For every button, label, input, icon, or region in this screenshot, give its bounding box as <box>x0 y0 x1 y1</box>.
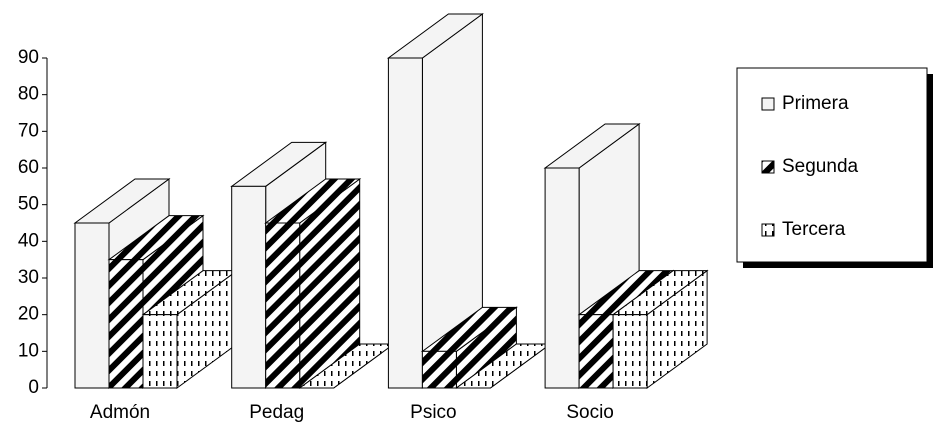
bar <box>386 13 484 389</box>
bar-front <box>142 314 178 389</box>
bar-front <box>108 259 144 389</box>
y-tick-label: 90 <box>18 47 39 68</box>
x-tick-label: Pedag <box>249 402 304 423</box>
y-tick-label: 30 <box>18 267 39 288</box>
x-tick-label: Psico <box>410 402 456 423</box>
y-tick-label: 40 <box>18 230 39 251</box>
legend: Primera Segunda Tercera <box>736 67 933 268</box>
bar-front <box>231 185 267 389</box>
y-tick-label: 70 <box>18 120 39 141</box>
bar-front <box>612 314 648 389</box>
legend-swatch <box>761 97 775 111</box>
x-tick-label: Admón <box>90 402 150 423</box>
bar-front <box>578 314 614 389</box>
legend-entry: Segunda <box>761 156 859 177</box>
y-tick-label: 0 <box>28 377 39 398</box>
legend-swatch <box>761 223 775 237</box>
y-tick-label: 50 <box>18 194 39 215</box>
y-tick-label: 60 <box>18 157 39 178</box>
bar-front <box>544 167 580 389</box>
legend-label: Segunda <box>782 156 859 177</box>
legend-swatch <box>761 160 775 174</box>
bar <box>611 269 709 389</box>
y-tick-label: 20 <box>18 304 39 325</box>
x-tick-label: Socio <box>566 402 614 423</box>
legend-entry: Tercera <box>761 219 846 240</box>
bar-front <box>265 222 301 389</box>
bar-front <box>74 222 110 389</box>
legend-entry: Primera <box>761 93 849 114</box>
bar <box>420 306 518 389</box>
bar <box>141 269 239 389</box>
legend-label: Primera <box>782 93 849 114</box>
bar <box>264 178 362 389</box>
y-tick-label: 80 <box>18 84 39 105</box>
bar-front <box>387 57 423 389</box>
legend-label: Tercera <box>782 219 846 240</box>
y-tick-label: 10 <box>18 340 39 361</box>
bar-front <box>421 350 457 389</box>
